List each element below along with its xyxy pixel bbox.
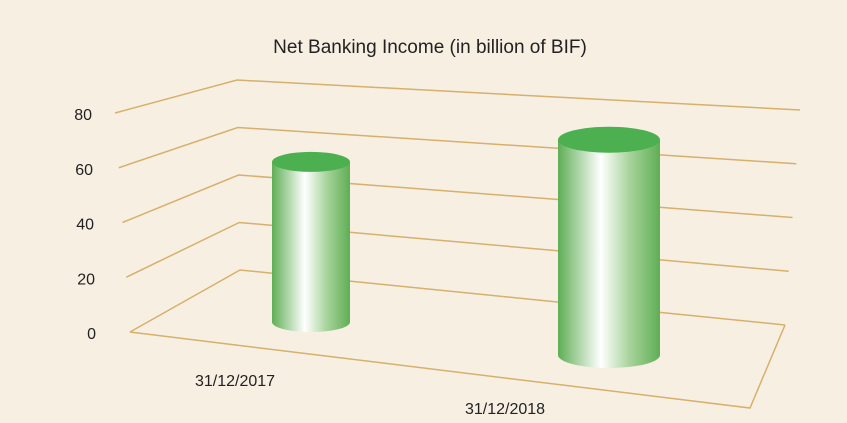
floor-edge <box>129 324 786 409</box>
x-tick-label: 31/12/2018 <box>465 401 545 418</box>
y-tick-label: 80 <box>74 107 92 124</box>
y-tick-label: 60 <box>75 162 93 179</box>
cylinder-body <box>558 139 660 368</box>
grid-line <box>114 79 801 114</box>
chart-title: Net Banking Income (in billion of BIF) <box>273 37 587 58</box>
y-tick-label: 0 <box>87 326 96 343</box>
y-tick-label: 40 <box>76 217 94 234</box>
cylinder <box>558 126 660 368</box>
cylinder-body <box>272 161 350 332</box>
cylinder-top <box>272 151 350 172</box>
y-tick-label: 20 <box>77 271 95 288</box>
cylinder <box>272 151 350 332</box>
cylinder-top <box>558 126 660 153</box>
x-tick-label: 31/12/2017 <box>195 373 275 390</box>
